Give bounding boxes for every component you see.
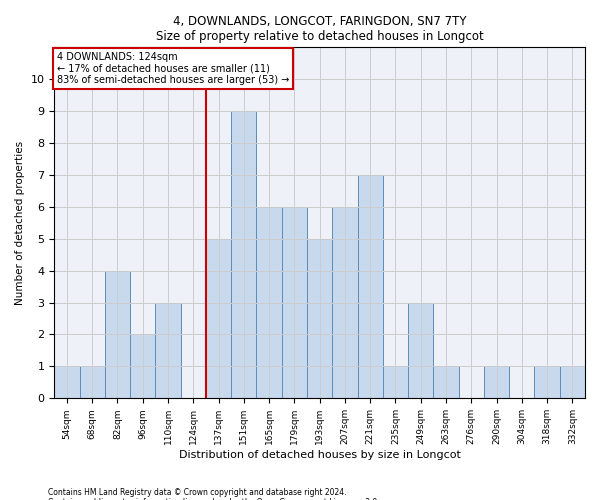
Bar [560,366,585,398]
Bar [383,366,408,398]
Title: 4, DOWNLANDS, LONGCOT, FARINGDON, SN7 7TY
Size of property relative to detached : 4, DOWNLANDS, LONGCOT, FARINGDON, SN7 7T… [156,15,484,43]
Bar [206,238,231,398]
Bar [80,366,105,398]
Bar [130,334,155,398]
Text: Contains public sector information licensed under the Open Government Licence v3: Contains public sector information licen… [48,498,380,500]
Bar [433,366,458,398]
Bar [256,206,282,398]
X-axis label: Distribution of detached houses by size in Longcot: Distribution of detached houses by size … [179,450,461,460]
Bar [282,206,307,398]
Bar [307,238,332,398]
Bar [231,111,256,399]
Bar [358,174,383,398]
Text: Contains HM Land Registry data © Crown copyright and database right 2024.: Contains HM Land Registry data © Crown c… [48,488,347,497]
Text: 4 DOWNLANDS: 124sqm
← 17% of detached houses are smaller (11)
83% of semi-detach: 4 DOWNLANDS: 124sqm ← 17% of detached ho… [57,52,289,86]
Bar [408,302,433,398]
Bar [332,206,358,398]
Bar [484,366,509,398]
Y-axis label: Number of detached properties: Number of detached properties [15,140,25,304]
Bar [54,366,80,398]
Bar [155,302,181,398]
Bar [105,270,130,398]
Bar [535,366,560,398]
